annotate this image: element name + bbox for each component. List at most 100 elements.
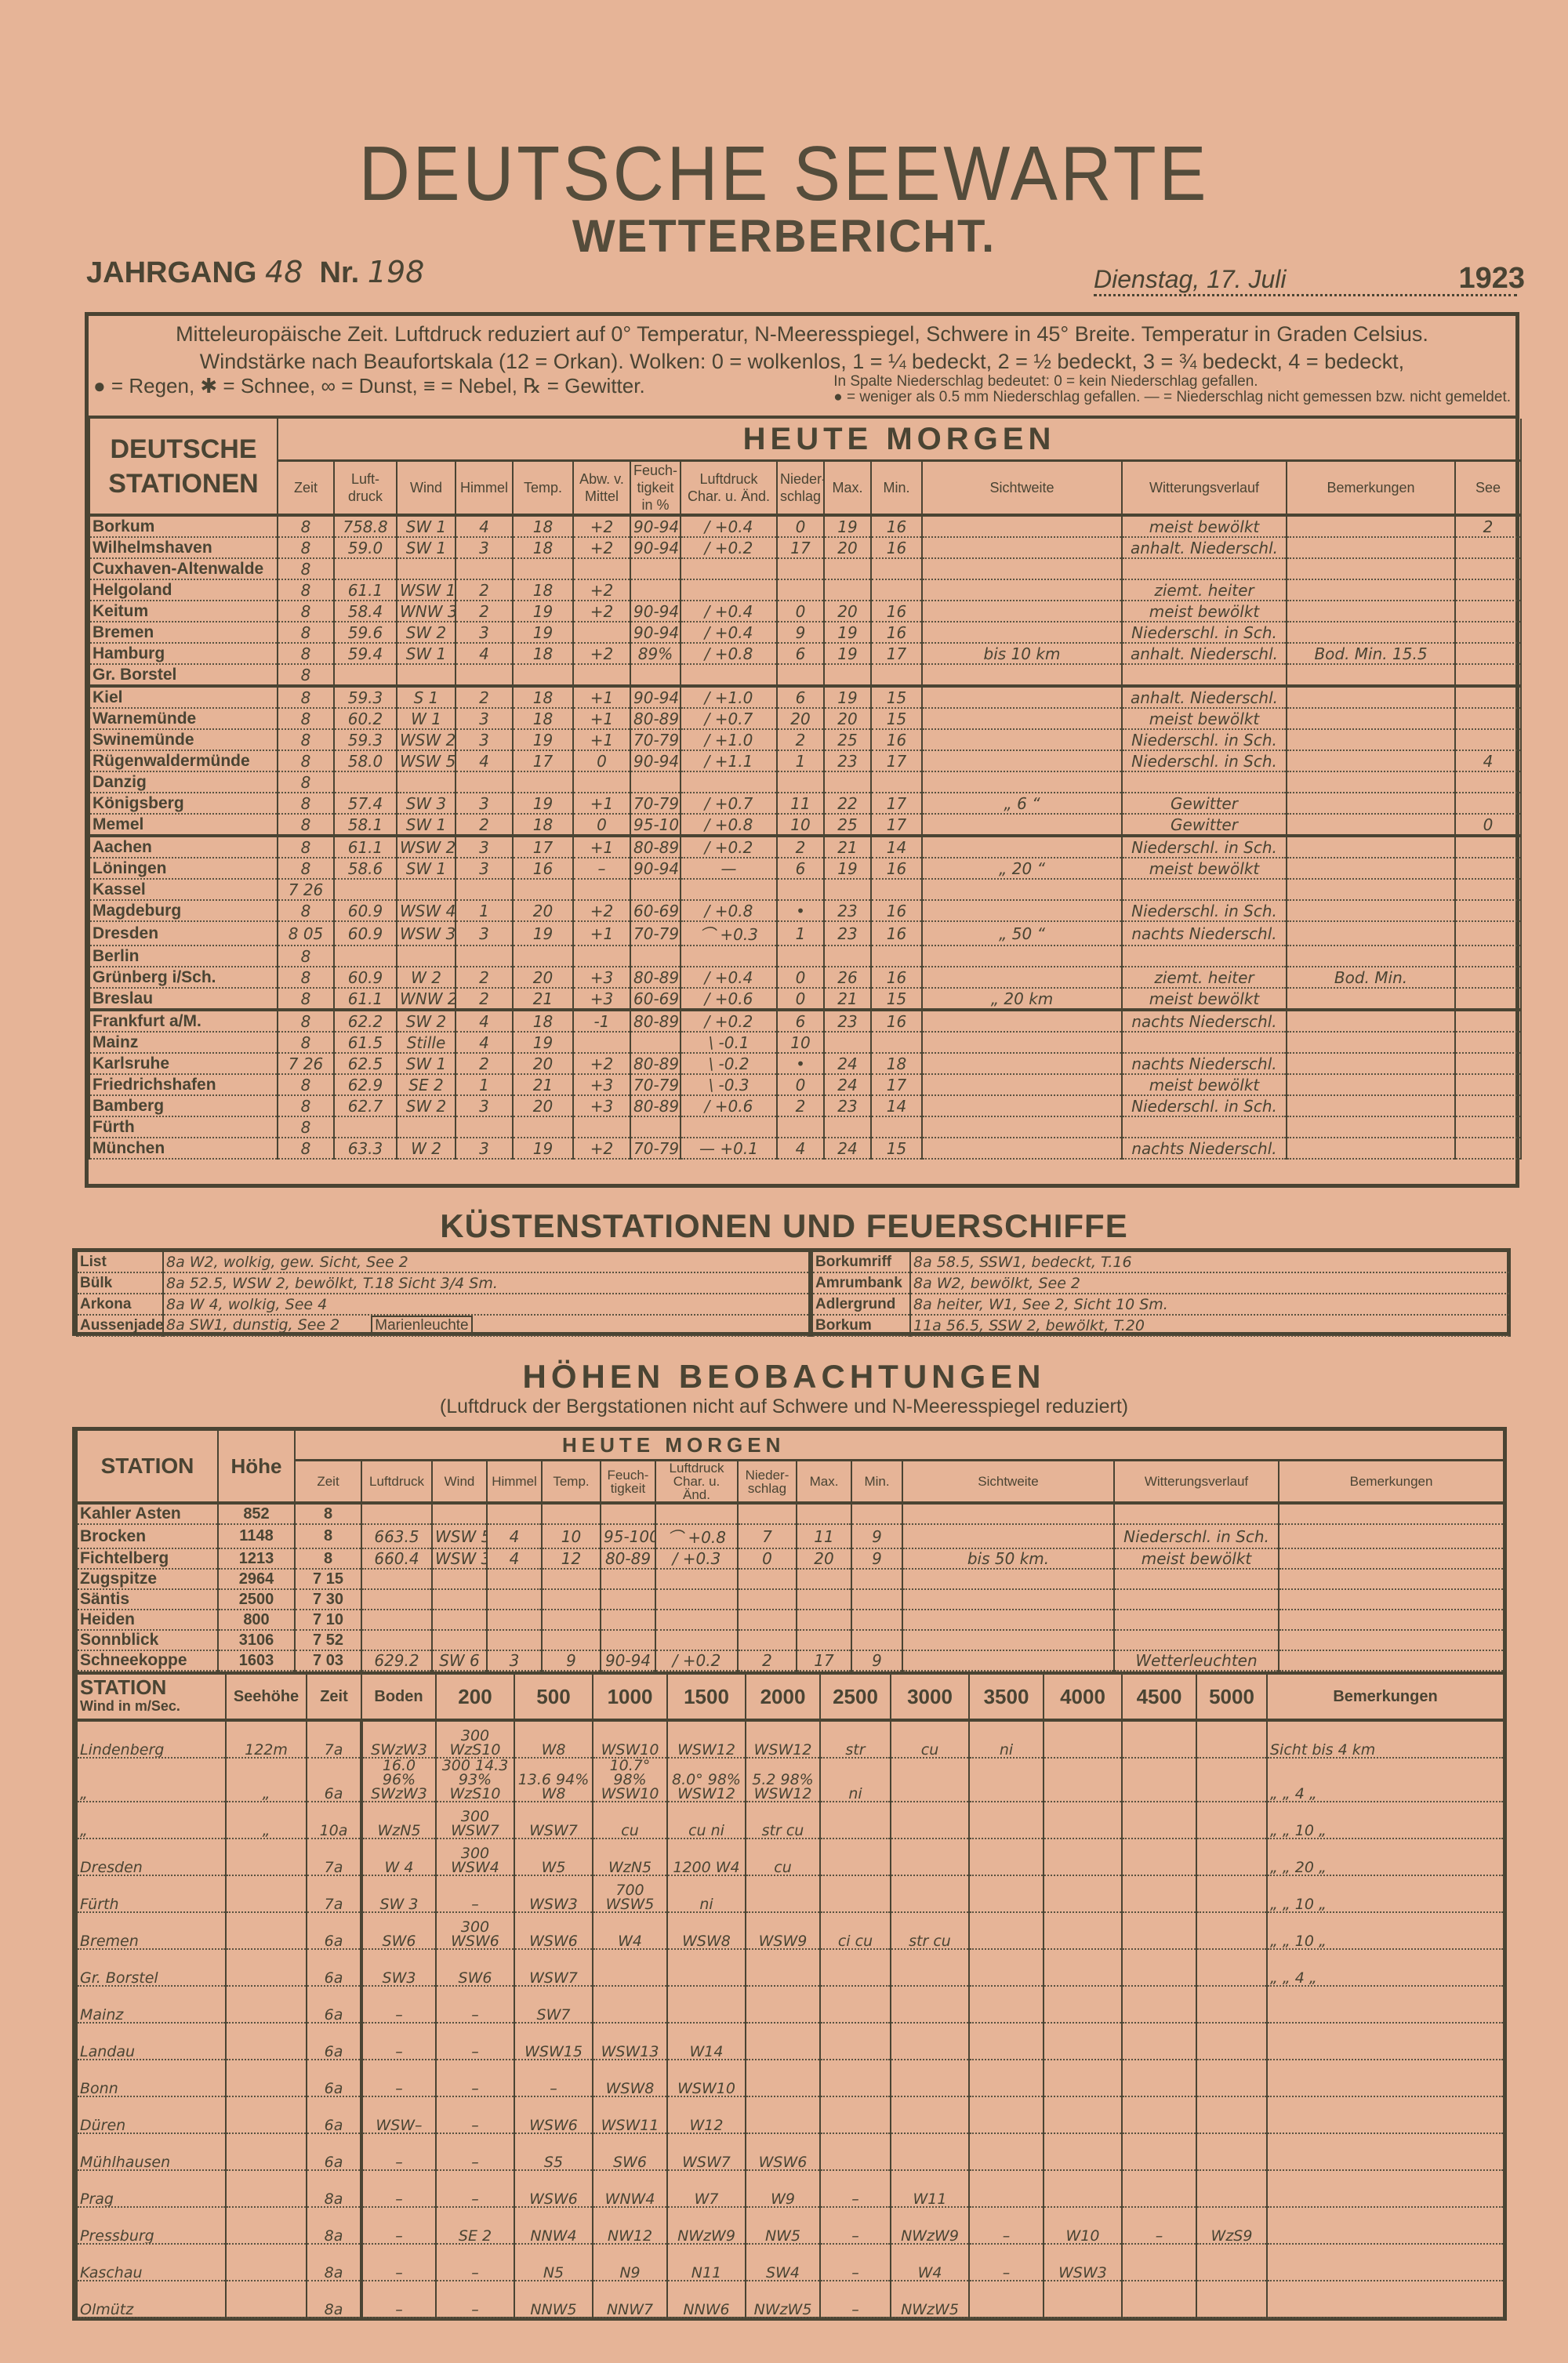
cell: 4 <box>1454 750 1523 772</box>
cell <box>851 1503 903 1525</box>
cell <box>921 729 1123 751</box>
cell: 8 <box>277 988 335 1011</box>
cell: 663.5 <box>361 1524 433 1549</box>
cell: 300 14.3 93% WzS10 <box>435 1758 515 1802</box>
cell: WSW7 <box>666 2133 746 2171</box>
cell: cu ni <box>666 1802 746 1839</box>
cell <box>870 946 923 967</box>
cell <box>902 1589 1115 1610</box>
cell: 0 <box>776 988 825 1011</box>
cell: 700 WSW5 <box>592 1875 668 1913</box>
station-name: Memel <box>89 814 278 837</box>
cell: W12 <box>666 2096 746 2134</box>
cell <box>921 622 1123 644</box>
cell: 1 <box>776 750 825 772</box>
cell: +2 <box>572 1053 631 1075</box>
cell: 20 <box>823 601 872 623</box>
cell: 20 <box>512 1095 574 1117</box>
cell: 0 <box>572 750 631 772</box>
cell: +1 <box>572 686 631 709</box>
cell: 0 <box>737 1548 797 1570</box>
column-header: Feuch-tigkeit <box>600 1460 656 1505</box>
table-row: Düren 6a WSW– – WSW6 WSW11 W12 <box>76 2096 1504 2134</box>
cell: WSW 5 <box>431 1524 488 1549</box>
cell: -1 <box>572 1010 631 1033</box>
station-name: Keitum <box>89 601 278 623</box>
cell: 3 <box>486 1650 543 1672</box>
table-row: Kahler Asten 852 8 <box>76 1503 1505 1525</box>
cell: 16 <box>512 858 574 880</box>
cell: Stille <box>396 1032 456 1054</box>
column-header: 1000 <box>592 1673 668 1722</box>
cell: 1 <box>455 900 514 922</box>
table-row: Pressburg 8a – SE 2 NNW4 NW12 NWzW9 NW5– NWzW9– W… <box>76 2207 1504 2245</box>
table-row: Brocken 1148 8 663.5 WSW 5 4 10 95-100 ⌒ +0.8 7 11… <box>76 1524 1505 1549</box>
cell <box>1196 1986 1268 2024</box>
column-header: 500 <box>514 1673 593 1722</box>
column-header: Min. <box>851 1460 903 1505</box>
table-row: Löningen 8 58.6 SW 1 3 16–90-94—6 19 16 „ 20 “me… <box>89 858 1523 880</box>
cell: 8 <box>277 1074 335 1096</box>
observation: 8a 52.5, WSW 2, bewölkt, T.18 Sicht 3/4 … <box>162 1272 811 1294</box>
cell: 8 <box>277 1095 335 1117</box>
column-header: Zeit <box>294 1460 362 1505</box>
cell <box>600 1589 656 1610</box>
cell: W 2 <box>396 1138 456 1160</box>
kuesten-title: KÜSTENSTATIONEN UND FEUERSCHIFFE <box>440 1207 1128 1244</box>
cell <box>680 879 778 901</box>
cell: 10 <box>776 814 825 837</box>
cell <box>455 558 514 580</box>
cell: +3 <box>572 1095 631 1117</box>
station-name: Fürth <box>89 1116 278 1138</box>
cell: 3 <box>455 836 514 858</box>
table-row: Kaschau 8a – – N5 N9 N11 SW4– W4– WSW3 <box>76 2244 1504 2281</box>
cell <box>1196 1758 1268 1802</box>
hoehen-table: STATION Höhe HEUTE MORGEN Zeit Luftdruck Wind… <box>72 1427 1507 2321</box>
cell <box>361 1610 433 1631</box>
cell: 7 30 <box>294 1589 362 1610</box>
cell: — <box>680 858 778 880</box>
table-row: Danzig 8 <box>89 771 1523 793</box>
cell: 2 <box>455 601 514 623</box>
table-row: Königsberg 8 57.4 SW 3 3 19 +1 70-79/ +0.7 11 22 1… <box>89 793 1523 815</box>
cell: NNW6 <box>666 2281 746 2318</box>
cell: 6 <box>776 643 825 665</box>
cell <box>921 836 1123 858</box>
cell: 6a <box>306 2096 363 2134</box>
station-name: Bamberg <box>89 1095 278 1117</box>
cell: W11 <box>890 2170 970 2208</box>
column-header: Nieder-schlag <box>776 460 825 517</box>
cell: 8 <box>277 686 335 709</box>
cell <box>921 601 1123 623</box>
cell <box>823 558 872 580</box>
cell: SW 1 <box>396 1053 456 1075</box>
observation: 11a 56.5, SSW 2, bewölkt, T.20 <box>909 1315 1511 1337</box>
cell <box>1196 1912 1268 1950</box>
cell: 70-79 <box>630 1074 681 1096</box>
cell: / +0.3 <box>655 1548 739 1570</box>
station-name: Hamburg <box>89 643 278 665</box>
cell: 16 <box>870 858 923 880</box>
cell <box>1286 1074 1456 1096</box>
cell: WzS9 <box>1196 2207 1268 2245</box>
column-header: Himmel <box>455 460 514 517</box>
cell: 17 <box>796 1650 852 1672</box>
cell: 20 <box>512 1053 574 1075</box>
cell: WSW7 <box>514 1802 593 1839</box>
table-row: Adlergrund 8a heiter, W1, See 2, Sicht 10… <box>811 1294 1511 1316</box>
cell: SW4 <box>745 2244 821 2281</box>
cell <box>1454 858 1523 880</box>
column-header: Luftdruck Char. u. Änd. <box>655 1460 739 1505</box>
cell: 24 <box>823 1053 872 1075</box>
cell: 7 10 <box>294 1610 362 1631</box>
cell: W5 <box>514 1838 593 1876</box>
column-header: Max. <box>823 460 872 517</box>
station-name: List <box>76 1252 164 1273</box>
cell: \ -0.2 <box>680 1053 778 1075</box>
cell <box>921 515 1123 538</box>
station-name: Helgoland <box>89 579 278 601</box>
cell <box>600 1610 656 1631</box>
cell: „ 50 “ <box>921 921 1123 946</box>
station-name: Adlergrund <box>811 1294 911 1316</box>
cell: W 1 <box>396 708 456 730</box>
